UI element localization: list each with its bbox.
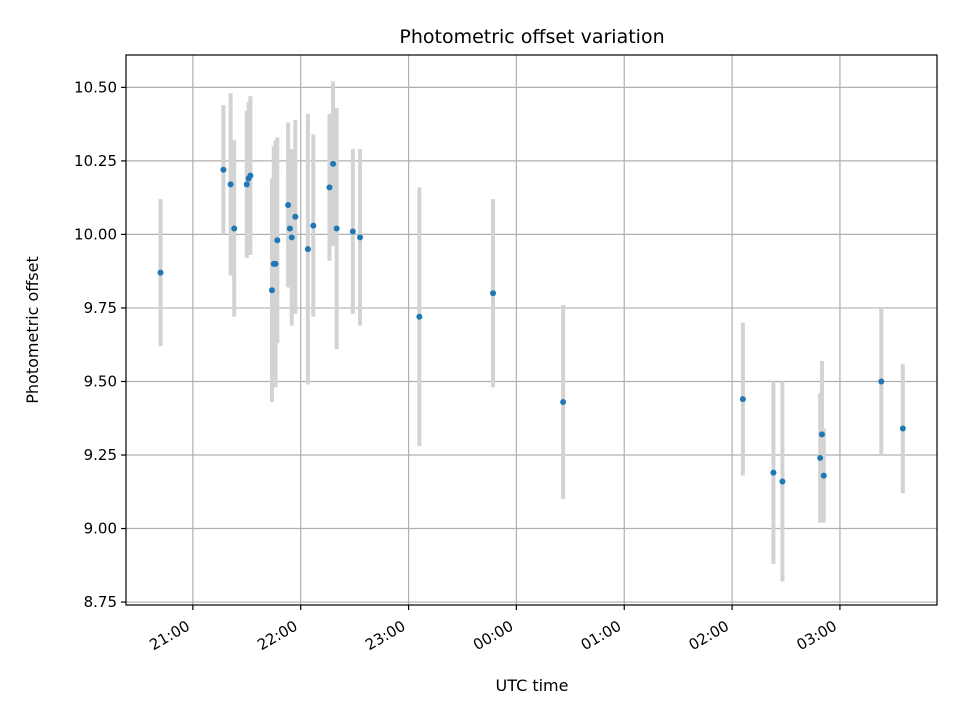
grid	[126, 55, 937, 605]
data-point	[899, 425, 906, 432]
data-point	[330, 160, 337, 167]
chart-title: Photometric offset variation	[399, 26, 664, 48]
data-point	[157, 269, 164, 276]
data-point	[820, 472, 827, 479]
data-point	[268, 287, 275, 294]
data-point	[247, 172, 254, 179]
data-point	[231, 225, 238, 232]
plot-frame	[125, 54, 938, 606]
data-point	[304, 246, 311, 253]
data-point	[817, 454, 824, 461]
data-point	[357, 234, 364, 241]
data-point	[333, 225, 340, 232]
y-axis-label: Photometric offset	[23, 256, 42, 404]
data-point	[292, 213, 299, 220]
data-point	[272, 260, 279, 267]
data-point	[770, 469, 777, 476]
data-point	[288, 234, 295, 241]
data-point	[227, 181, 234, 188]
y-tick-label: 9.00	[84, 520, 117, 538]
data-point	[285, 202, 292, 208]
data-point	[220, 166, 227, 173]
data-point	[286, 225, 293, 232]
y-tick-label: 9.25	[84, 446, 117, 464]
data-point	[739, 396, 746, 403]
y-tick-label: 10.00	[74, 225, 117, 243]
data-point	[349, 228, 356, 235]
y-tick-label: 9.75	[84, 299, 117, 317]
data-point	[818, 431, 825, 438]
data-point	[560, 399, 567, 406]
data-point	[310, 222, 317, 229]
data-point	[490, 290, 497, 297]
y-tick-label: 9.50	[84, 372, 117, 390]
y-axis: 8.75 9.00 9.25 9.50 9.75 10.00 10.25 10.50	[74, 78, 126, 611]
data-points	[157, 160, 906, 485]
y-tick-label: 10.25	[74, 152, 117, 170]
data-point	[243, 181, 250, 188]
data-point	[274, 237, 281, 244]
x-axis-label: UTC time	[496, 676, 569, 695]
data-point	[416, 313, 423, 320]
data-point	[779, 478, 786, 485]
data-point	[326, 184, 333, 191]
y-tick-label: 8.75	[84, 593, 117, 611]
data-point	[878, 378, 885, 385]
y-tick-label: 10.50	[74, 78, 117, 96]
